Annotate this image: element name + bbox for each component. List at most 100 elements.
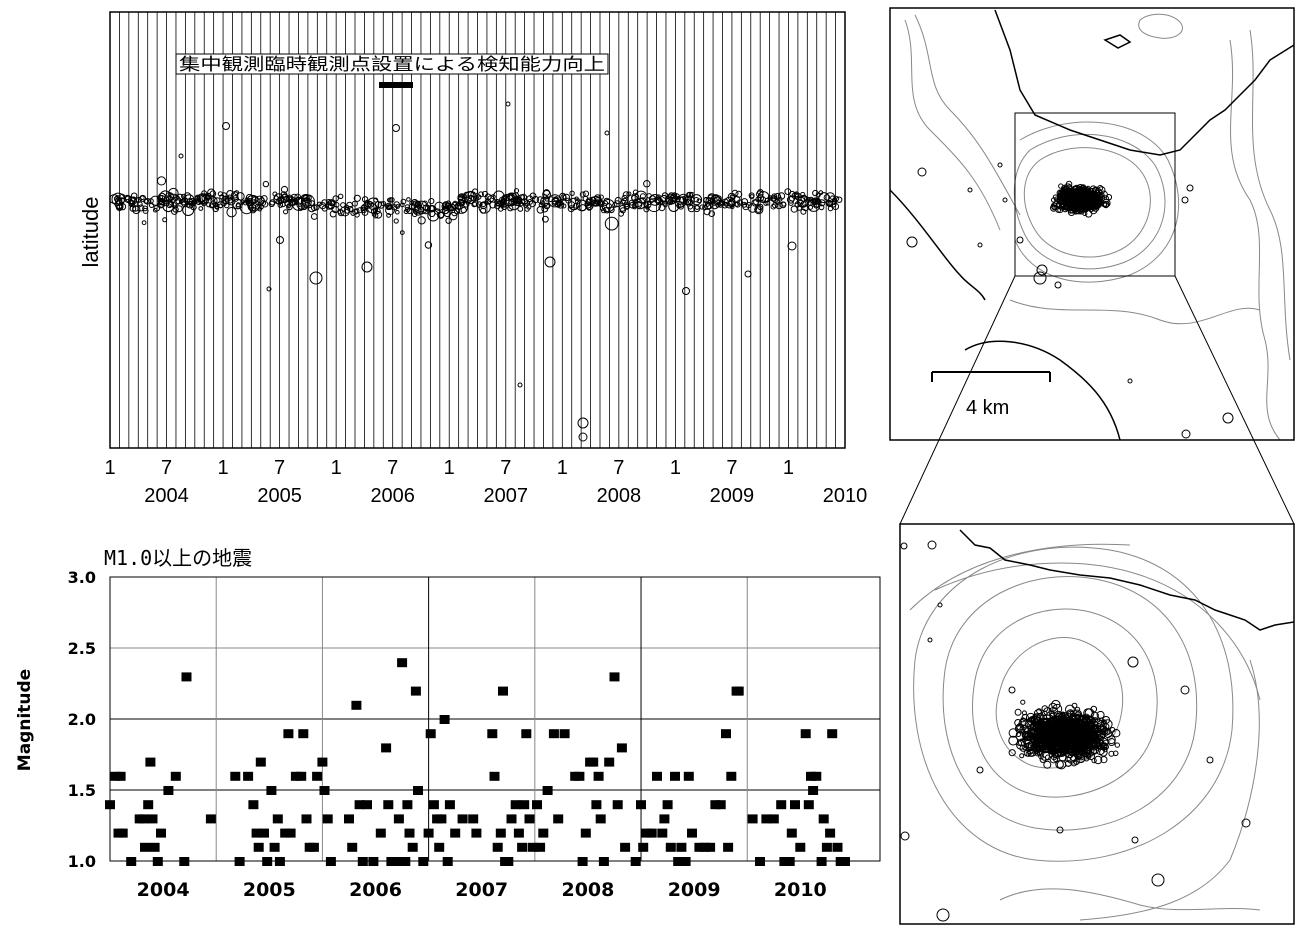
magnitude-event-point: [524, 814, 535, 824]
magnitude-y-tick-label: 1.5: [68, 781, 96, 800]
inset-event-point: [1080, 718, 1087, 726]
magnitude-event-point: [383, 800, 394, 810]
latitude-event-point: [454, 208, 461, 215]
latitude-x-tick-label: 1: [104, 457, 115, 479]
latitude-event-point: [409, 200, 415, 206]
magnitude-x-tick-label: 2010: [774, 879, 827, 901]
latitude-event-point: [306, 195, 312, 201]
latitude-event-point: [411, 200, 422, 212]
latitude-event-point: [137, 204, 145, 212]
latitude-event-point: [755, 196, 762, 203]
latitude-event-point: [551, 200, 557, 206]
latitude-event-point: [280, 201, 286, 208]
inset-event-point: [1093, 755, 1103, 765]
magnitude-event-point: [776, 800, 787, 810]
latitude-x-tick-label: 1: [331, 457, 342, 479]
latitude-event-point: [374, 208, 381, 214]
inset-event-point: [1044, 725, 1051, 732]
latitude-event-point: [457, 195, 464, 202]
inset-event-point: [1015, 731, 1022, 738]
latitude-event-point: [487, 195, 495, 203]
magnitude-chart-frame: [109, 576, 881, 862]
latitude-event-point: [584, 201, 591, 207]
latitude-event-point: [361, 261, 373, 273]
overview-event-point: [1075, 205, 1083, 212]
annotation-text: 集中観測臨時観測点設置による検知能力向上: [179, 55, 605, 75]
overview-event-point: [1051, 205, 1057, 211]
latitude-event-point: [703, 197, 710, 204]
latitude-event-point: [818, 192, 830, 204]
latitude-event-point: [603, 197, 611, 205]
inset-event-point: [1082, 731, 1089, 738]
latitude-event-point: [272, 191, 278, 197]
magnitude-event-point: [673, 857, 684, 866]
overview-event-point: [1002, 197, 1008, 203]
magnitude-event-point: [816, 857, 827, 866]
magnitude-x-tick-label: 2007: [455, 879, 508, 901]
latitude-event-point: [675, 197, 681, 203]
latitude-event-point: [210, 197, 218, 205]
latitude-x-tick-label: 1: [670, 457, 681, 479]
latitude-event-point: [603, 206, 611, 214]
latitude-event-point: [602, 200, 609, 206]
magnitude-event-point: [296, 771, 307, 781]
magnitude-event-point: [290, 771, 301, 781]
latitude-event-point: [389, 197, 395, 203]
inset-event-point: [1131, 836, 1139, 844]
magnitude-event-point: [694, 842, 705, 852]
inset-event-point: [1024, 719, 1033, 728]
magnitude-event-point: [393, 814, 404, 824]
latitude-event-point: [337, 208, 343, 215]
inset-event-point: [1081, 742, 1089, 751]
latitude-event-point: [765, 200, 771, 206]
overview-event-point: [1071, 185, 1080, 193]
overview-event-point: [1181, 429, 1191, 439]
magnitude-event-point: [423, 828, 434, 838]
latitude-chart-frame: [109, 11, 846, 449]
inset-event-point: [1039, 727, 1049, 737]
latitude-event-point: [574, 198, 581, 205]
inset-event-point: [1084, 708, 1095, 718]
latitude-event-point: [757, 189, 764, 196]
magnitude-event-point: [687, 828, 697, 838]
latitude-event-point: [553, 196, 559, 202]
magnitude-event-point: [641, 828, 652, 838]
latitude-event-point: [825, 192, 836, 203]
latitude-event-point: [794, 193, 803, 201]
magnitude-event-point: [609, 672, 620, 682]
latitude-event-point: [639, 197, 647, 205]
magnitude-event-point: [723, 842, 734, 852]
latitude-event-point: [471, 201, 478, 208]
latitude-event-point: [513, 195, 522, 205]
magnitude-event-point: [368, 857, 379, 866]
magnitude-event-point: [439, 715, 450, 724]
latitude-event-point: [622, 191, 630, 199]
annotation-box: [175, 53, 609, 75]
magnitude-event-point: [140, 842, 150, 852]
latitude-event-point: [667, 193, 675, 201]
latitude-event-point: [291, 196, 306, 211]
latitude-event-point: [377, 201, 385, 209]
latitude-year-label: 2005: [257, 485, 302, 507]
magnitude-event-point: [591, 800, 602, 810]
inset-event-point: [1056, 826, 1064, 834]
latitude-event-point: [818, 204, 825, 211]
inset-event-point: [1017, 738, 1026, 747]
latitude-event-point: [729, 194, 735, 200]
latitude-event-point: [790, 205, 798, 213]
latitude-time-chart: 集中観測臨時観測点設置による検知能力向上 latitude 1 7 1 7 1 7 1 7 1 7…: [78, 11, 868, 507]
latitude-event-point: [632, 199, 639, 205]
latitude-event-point: [489, 201, 497, 209]
overview-event-point: [1033, 271, 1047, 285]
magnitude-event-point: [322, 814, 333, 824]
inset-event-point: [1020, 699, 1026, 705]
magnitude-event-point: [786, 828, 797, 838]
latitude-event-point: [748, 192, 755, 199]
overview-event-point: [906, 236, 918, 248]
inset-event-point: [1070, 750, 1076, 757]
inset-event-point: [1043, 760, 1052, 769]
latitude-year-label: 2010: [823, 485, 868, 507]
magnitude-event-point: [269, 842, 280, 852]
inset-event-point: [1067, 734, 1077, 744]
latitude-event-point: [178, 153, 184, 159]
